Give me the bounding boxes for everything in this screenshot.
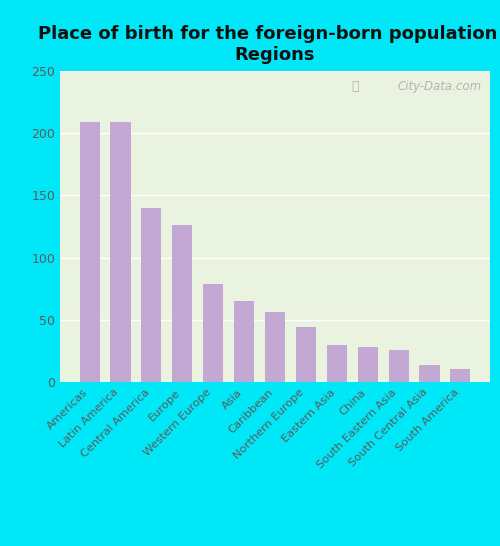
- Bar: [296, 328, 316, 382]
- Bar: [80, 122, 100, 382]
- Bar: [142, 208, 162, 382]
- Bar: [420, 365, 440, 382]
- Bar: [358, 347, 378, 382]
- Title: Place of birth for the foreign-born population -
Regions: Place of birth for the foreign-born popu…: [38, 25, 500, 64]
- Bar: [450, 369, 470, 382]
- Bar: [388, 350, 408, 382]
- Bar: [203, 284, 223, 382]
- Bar: [172, 225, 193, 382]
- Bar: [265, 312, 285, 382]
- Bar: [234, 301, 254, 382]
- Text: ⓘ: ⓘ: [352, 80, 359, 93]
- Bar: [327, 345, 347, 382]
- Text: City-Data.com: City-Data.com: [398, 80, 481, 93]
- Bar: [110, 122, 130, 382]
